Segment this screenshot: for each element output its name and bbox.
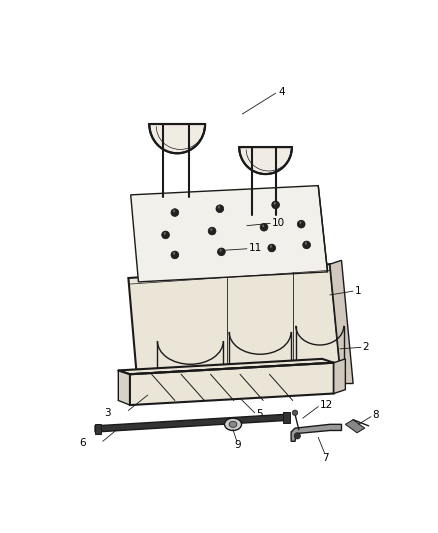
Ellipse shape [229,421,237,427]
Polygon shape [291,424,342,441]
Ellipse shape [173,209,175,213]
Circle shape [272,201,279,209]
Polygon shape [283,412,290,423]
Circle shape [218,248,225,256]
Text: 5: 5 [256,409,263,419]
Circle shape [260,223,268,231]
Text: 4: 4 [278,87,285,96]
Ellipse shape [305,242,307,245]
Polygon shape [130,363,334,405]
Polygon shape [128,264,342,395]
Ellipse shape [300,221,301,224]
Text: 12: 12 [320,400,333,410]
Circle shape [268,244,276,252]
Ellipse shape [262,224,264,227]
Circle shape [297,220,305,228]
Polygon shape [95,414,286,432]
Polygon shape [149,124,205,154]
Text: 11: 11 [248,243,262,253]
Ellipse shape [173,252,175,255]
Ellipse shape [218,206,220,209]
Ellipse shape [224,418,241,431]
Ellipse shape [210,228,212,231]
Text: 9: 9 [235,440,241,450]
Polygon shape [131,185,328,282]
Text: 3: 3 [104,408,110,418]
Polygon shape [239,147,292,174]
Polygon shape [118,370,130,405]
Circle shape [303,241,311,249]
Polygon shape [346,419,365,433]
Circle shape [162,231,170,239]
Text: 1: 1 [355,286,361,296]
Polygon shape [118,359,334,374]
Polygon shape [334,359,346,393]
Circle shape [208,227,216,235]
Ellipse shape [274,202,276,205]
Circle shape [294,433,300,439]
Circle shape [171,209,179,216]
Text: 6: 6 [79,438,86,448]
Polygon shape [95,424,101,434]
Text: 2: 2 [362,342,369,352]
Ellipse shape [164,232,166,235]
Circle shape [292,410,298,415]
Polygon shape [330,260,353,384]
Text: 10: 10 [272,217,285,228]
Ellipse shape [219,249,222,252]
Text: 8: 8 [372,410,379,420]
Text: 7: 7 [322,453,329,463]
Circle shape [216,205,224,213]
Circle shape [171,251,179,259]
Ellipse shape [270,245,272,248]
